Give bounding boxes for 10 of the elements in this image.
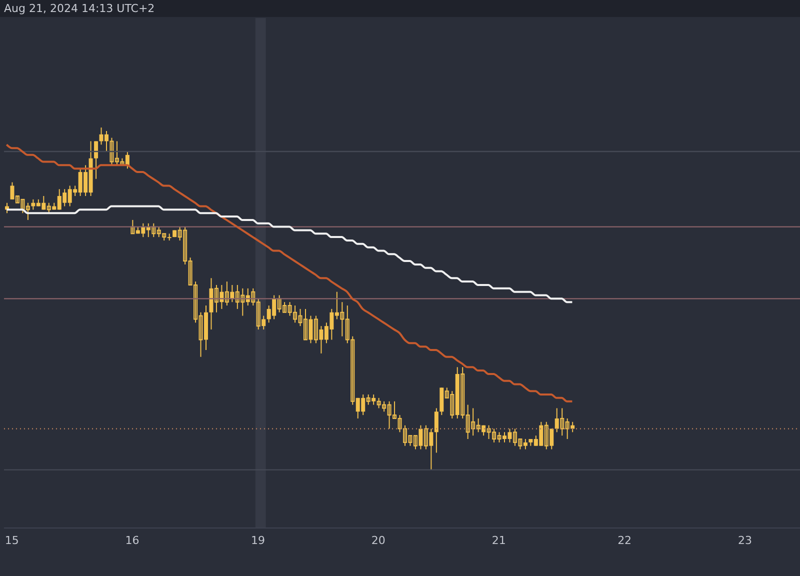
x-tick-label: 15 (4, 534, 19, 547)
text: Aug 21, 2024 14:13 UTC+2 (4, 2, 155, 15)
candlestick (434, 408, 438, 454)
x-tick-label: 19 (250, 534, 265, 547)
x-tick-label: 23 (738, 534, 752, 547)
x-tick-label: 22 (618, 534, 632, 547)
x-tick-label: 16 (125, 534, 140, 547)
x-tick-label: 20 (371, 534, 386, 547)
candlestick (94, 140, 98, 180)
x-tick-label: 21 (492, 534, 506, 547)
